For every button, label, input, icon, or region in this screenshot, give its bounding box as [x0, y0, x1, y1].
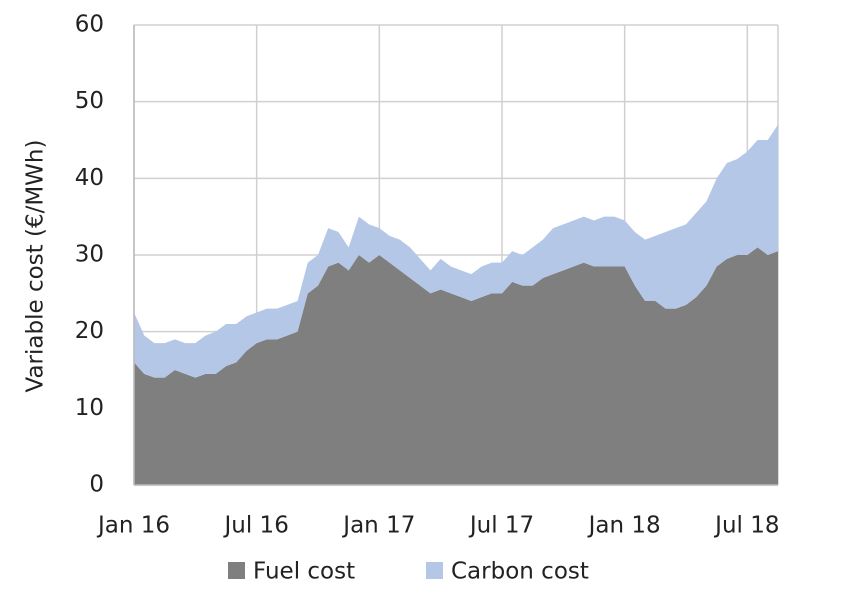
- x-tick-label: Jan 16: [96, 513, 170, 539]
- x-tick-label: Jul 18: [713, 513, 779, 539]
- y-tick-label: 0: [89, 472, 104, 498]
- y-tick-label: 60: [75, 12, 104, 38]
- y-tick-label: 50: [75, 88, 104, 114]
- x-tick-label: Jul 17: [468, 513, 534, 539]
- x-tick-label: Jan 17: [341, 513, 415, 539]
- legend-label: Carbon cost: [451, 559, 589, 585]
- legend-swatch: [228, 562, 245, 579]
- y-tick-label: 40: [75, 165, 104, 191]
- area: [134, 247, 778, 485]
- y-tick-label: 30: [75, 242, 104, 268]
- x-tick-label: Jul 16: [223, 513, 289, 539]
- y-axis-label: Variable cost (€/MWh): [23, 140, 49, 393]
- area: [134, 124, 778, 378]
- legend-swatch: [426, 562, 443, 579]
- legend-label: Fuel cost: [253, 559, 355, 585]
- y-tick-label: 20: [75, 318, 104, 344]
- x-tick-label: Jan 18: [587, 513, 661, 539]
- y-tick-label: 10: [75, 395, 104, 421]
